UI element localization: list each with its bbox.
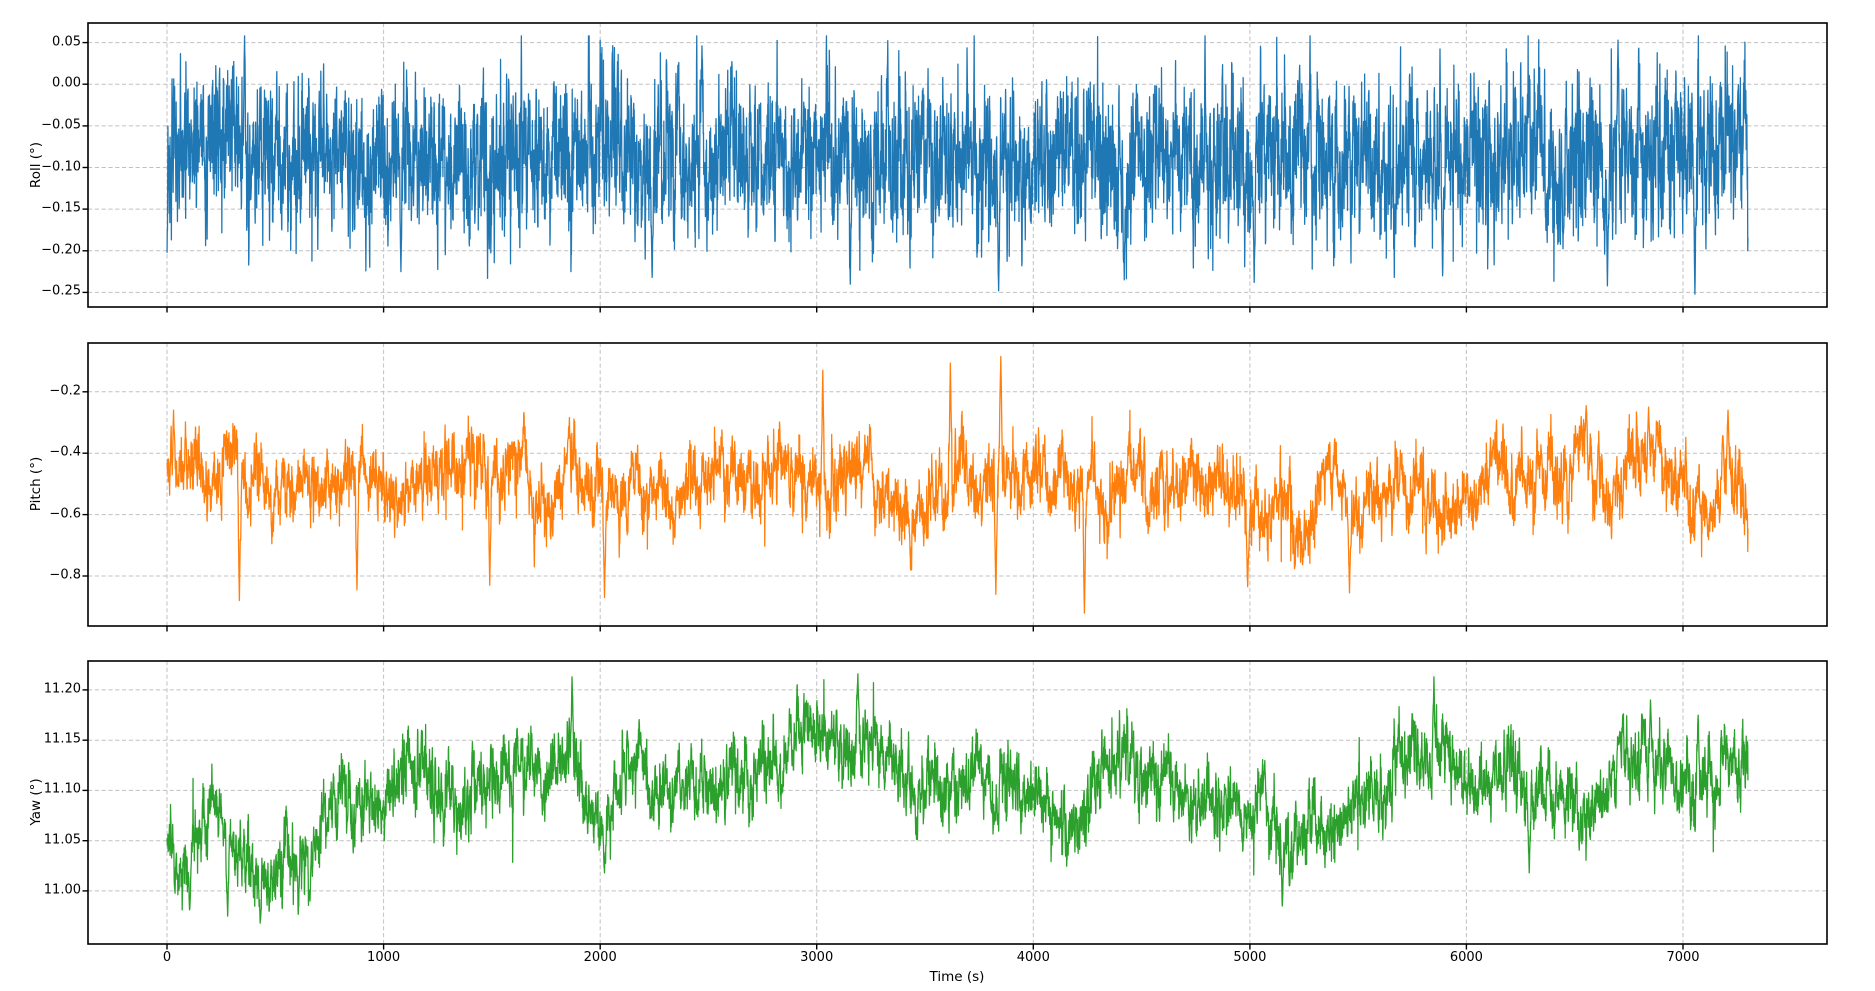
pitch-subplot bbox=[82, 342, 1828, 632]
roll-axes-spine bbox=[87, 22, 1828, 308]
roll-y-tick-label: 0.00 bbox=[52, 75, 81, 91]
x-tick-label: 3000 bbox=[800, 950, 834, 965]
x-tick-label: 4000 bbox=[1016, 950, 1050, 965]
roll-series-line bbox=[166, 35, 1749, 295]
x-tick-label: 2000 bbox=[583, 950, 617, 965]
roll-y-axis-label: Roll (°) bbox=[28, 141, 44, 189]
x-tick-label: 1000 bbox=[367, 950, 401, 965]
roll-y-tick-label: −0.20 bbox=[41, 242, 81, 258]
yaw-y-tick-label: 11.15 bbox=[43, 731, 81, 747]
pitch-y-tick-label: −0.2 bbox=[49, 383, 81, 399]
yaw-y-tick-label: 11.10 bbox=[43, 781, 81, 797]
x-tick-label: 7000 bbox=[1666, 950, 1700, 965]
yaw-subplot bbox=[82, 660, 1828, 950]
roll-subplot bbox=[82, 22, 1828, 313]
roll-y-tick-label: −0.15 bbox=[41, 200, 81, 216]
yaw-y-tick-label: 11.20 bbox=[43, 681, 81, 697]
pitch-y-tick-label: −0.8 bbox=[49, 567, 81, 583]
roll-y-tick-label: −0.10 bbox=[41, 159, 81, 175]
yaw-series-line bbox=[166, 673, 1749, 924]
pitch-axes-spine bbox=[87, 342, 1828, 627]
x-tick-label: 5000 bbox=[1233, 950, 1267, 965]
time-x-axis-label: Time (s) bbox=[929, 969, 985, 985]
pitch-series-line bbox=[166, 355, 1749, 614]
yaw-y-axis-label: Yaw (°) bbox=[28, 778, 44, 826]
pitch-y-tick-label: −0.4 bbox=[49, 444, 81, 460]
roll-y-tick-label: −0.05 bbox=[41, 117, 81, 133]
x-tick-label: 0 bbox=[162, 950, 172, 965]
yaw-y-tick-label: 11.05 bbox=[43, 832, 81, 848]
yaw-y-tick-label: 11.00 bbox=[43, 882, 81, 898]
x-tick-label: 6000 bbox=[1449, 950, 1483, 965]
yaw-axes-spine bbox=[87, 660, 1828, 945]
pitch-y-tick-label: −0.6 bbox=[49, 506, 81, 522]
roll-y-tick-label: −0.25 bbox=[41, 283, 81, 299]
pitch-y-axis-label: Pitch (°) bbox=[28, 456, 44, 512]
roll-y-tick-label: 0.05 bbox=[52, 34, 81, 50]
